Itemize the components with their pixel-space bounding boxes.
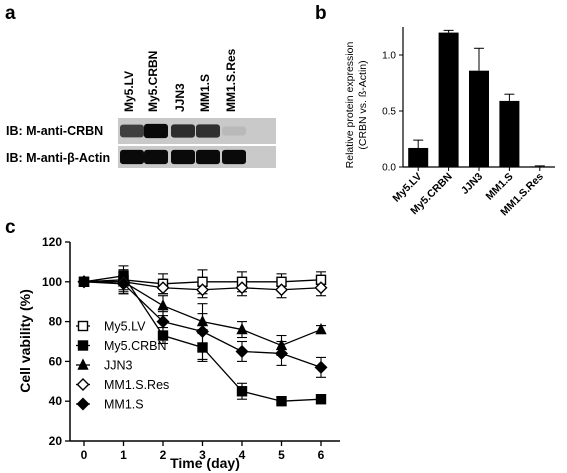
legend-label: My5.LV [104,320,146,334]
line-y-tick-label: 40 [49,394,63,408]
bar [408,147,429,167]
panel-a-letter: a [5,3,16,24]
cell-viability-line-chart: Cell vability (%) Time (day) 20406080100… [17,235,340,471]
line-x-tick-label: 4 [239,448,246,462]
line-x-tick-label: 2 [160,448,167,462]
data-point-marker [236,386,248,397]
data-point-marker [197,342,208,353]
legend-label: My5.CRBN [104,339,167,353]
data-point-marker [235,281,249,295]
legend-label: JJN3 [104,359,133,373]
data-point-marker [77,358,89,370]
bar-x-tick-label: JJN3 [459,171,485,197]
data-point-marker [157,299,169,311]
line-x-tick-label: 6 [318,448,325,462]
data-point-marker [76,378,90,391]
data-point-marker [315,322,327,335]
lane-label: My5.LV [122,71,136,112]
data-point-marker [275,283,288,297]
bar [499,100,520,167]
data-point-marker [236,322,248,335]
bar-y-tick-label: 1.0 [382,51,396,62]
data-point-marker [76,397,90,411]
protein-expression-bar-chart: Relative protein expression (CRBN vs. ß-… [344,27,555,218]
blot-band [222,126,246,136]
line-x-tick-label: 3 [199,448,206,462]
line-y-tick-label: 20 [49,434,63,448]
blot-band [196,124,220,138]
panel-c-letter: c [5,217,16,238]
blot-row-label: IB: M-anti-β-Actin [6,151,110,165]
data-point-marker [196,283,209,297]
line-y-tick-label: 80 [49,315,63,329]
data-point-marker [315,394,327,405]
line-x-tick-label: 5 [278,448,285,462]
lane-label: MM1.S.Res [224,48,238,112]
bar-y-tick-label: 0.0 [382,163,396,174]
panel-b-letter: b [315,3,327,24]
legend-label: MM1.S.Res [104,378,169,392]
blot-band [171,149,195,165]
line-y-tick-label: 60 [49,354,63,368]
blot-band [171,124,195,138]
data-point-marker [276,396,287,407]
data-point-marker [156,315,170,329]
data-point-marker [314,281,328,295]
blot-band [120,124,144,138]
line-y-tick-label: 100 [42,275,62,289]
blot-row-label: IB: M-anti-CRBN [6,124,103,138]
bar-chart-ylabel-line2: (CRBN vs. ß-Actin) [357,60,369,149]
bar [438,32,459,167]
bar-y-tick-label: 0.5 [382,107,396,118]
lane-label: MM1.S [198,74,212,112]
blot-band [120,149,144,165]
line-chart-legend: My5.LV My5.CRBN JJN3 MM1.S.Res MM1.S [76,320,169,412]
data-point-marker [314,360,328,374]
blot-band [144,149,168,165]
data-point-marker [117,277,130,291]
data-point-marker [156,281,170,295]
data-point-marker [275,346,288,360]
bar [529,166,550,167]
data-point-marker [196,315,209,327]
line-x-tick-label: 1 [120,448,127,462]
bar-chart-ylabel-line1: Relative protein expression [344,42,356,169]
western-blot-panel: My5.LV My5.CRBN JJN3 MM1.S MM1.S.Res IB: M-a… [6,48,276,168]
data-point-marker [77,275,91,289]
blot-band [144,123,168,139]
line-chart-ylabel: Cell vability (%) [17,289,33,392]
data-point-marker [235,344,249,358]
line-chart-xlabel: Time (day) [170,455,240,471]
blot-band [196,149,220,165]
line-x-tick-label: 0 [81,448,88,462]
lane-label: JJN3 [173,83,187,112]
legend-label: MM1.S [104,398,144,412]
data-point-marker [77,320,89,332]
line-y-tick-label: 120 [42,235,62,249]
lane-label: My5.CRBN [146,51,160,112]
bar [469,70,489,167]
data-point-marker [157,330,169,341]
data-point-marker [196,325,209,339]
blot-band [222,149,246,165]
data-point-marker [77,340,89,351]
